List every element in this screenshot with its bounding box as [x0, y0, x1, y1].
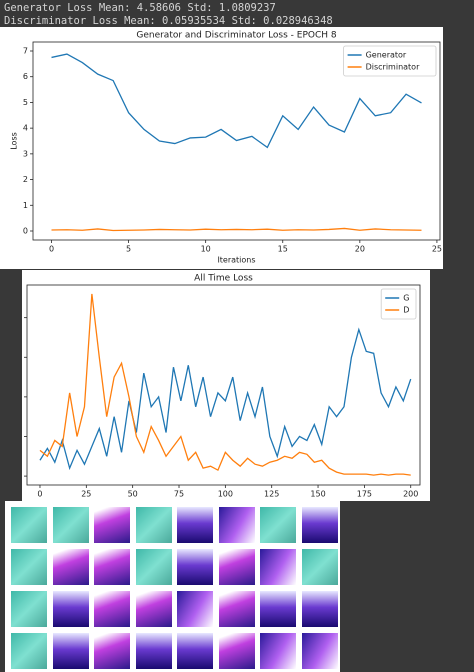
x-tick-label: 15 — [278, 245, 288, 254]
y-tick-label: 0 — [23, 227, 28, 236]
y-tick-label: 1 — [23, 201, 28, 210]
generated-image — [260, 591, 296, 627]
series-line — [39, 293, 411, 476]
x-tick-label: 75 — [174, 490, 184, 499]
generated-image — [94, 549, 130, 585]
generated-image — [52, 633, 89, 669]
legend-box — [343, 45, 437, 77]
generated-image — [11, 633, 47, 669]
y-tick-label: 2 — [23, 175, 28, 184]
y-tick-label: 5 — [23, 98, 28, 107]
generated-image — [94, 633, 130, 669]
generated-image — [177, 507, 213, 543]
generated-image — [52, 507, 89, 543]
x-tick-label: 0 — [49, 245, 54, 254]
legend-label: Generator — [366, 51, 407, 60]
generated-image — [52, 549, 89, 585]
generated-image — [11, 507, 47, 543]
x-tick-label: 20 — [355, 245, 365, 254]
generated-image — [301, 591, 338, 627]
generated-image — [135, 633, 172, 669]
log-line: Discriminator Loss Mean: 0.05935534 Std:… — [4, 15, 333, 27]
generated-image — [52, 591, 89, 627]
x-axis-label: Iterations — [217, 256, 255, 265]
generated-image — [301, 549, 338, 585]
generated-image — [218, 549, 255, 585]
x-tick-label: 200 — [403, 490, 418, 499]
generated-image — [11, 549, 47, 585]
x-tick-label: 10 — [201, 245, 211, 254]
generated-image — [218, 507, 255, 543]
generated-image — [177, 591, 213, 627]
y-tick-label: 6 — [23, 72, 28, 81]
generated-image — [301, 507, 338, 543]
generated-image — [135, 591, 172, 627]
chart: All Time Loss025507510012515017520002468… — [22, 270, 430, 501]
y-axis-label: Loss — [10, 132, 19, 150]
generated-image — [94, 591, 130, 627]
generated-image — [11, 591, 47, 627]
generated-image — [218, 633, 255, 669]
generated-image — [260, 507, 296, 543]
x-tick-label: 0 — [37, 490, 42, 499]
generated-image — [301, 633, 338, 669]
y-tick-label: 3 — [23, 149, 28, 158]
generated-image — [218, 591, 255, 627]
chart: Generator and Discriminator Loss - EPOCH… — [0, 27, 443, 269]
image-grid — [5, 501, 340, 672]
generated-image — [135, 549, 172, 585]
generated-image — [135, 507, 172, 543]
legend-label: D — [403, 306, 409, 315]
generated-image — [94, 507, 130, 543]
series-line — [51, 227, 422, 232]
chart-title: Generator and Discriminator Loss - EPOCH… — [136, 31, 337, 41]
x-tick-label: 175 — [357, 490, 372, 499]
axes-frame — [26, 284, 421, 486]
x-tick-label: 150 — [310, 490, 325, 499]
generated-image — [260, 549, 296, 585]
series-line — [39, 327, 412, 471]
legend-label: G — [403, 294, 409, 303]
x-tick-label: 5 — [126, 245, 131, 254]
axes-frame — [32, 41, 441, 241]
series-line — [51, 53, 422, 149]
y-tick-label: 4 — [23, 124, 28, 133]
log-line: Generator Loss Mean: 4.58606 Std: 1.0809… — [4, 2, 276, 14]
x-tick-label: 125 — [264, 490, 279, 499]
generated-image — [177, 549, 213, 585]
generated-image — [260, 633, 296, 669]
generated-image — [177, 633, 213, 669]
x-tick-label: 50 — [128, 490, 138, 499]
legend-label: Discriminator — [366, 63, 420, 72]
y-tick-label: 7 — [23, 47, 28, 56]
chart-title: All Time Loss — [194, 274, 253, 284]
x-tick-label: 25 — [81, 490, 91, 499]
x-tick-label: 25 — [432, 245, 442, 254]
legend-box — [380, 288, 417, 320]
x-tick-label: 100 — [218, 490, 233, 499]
